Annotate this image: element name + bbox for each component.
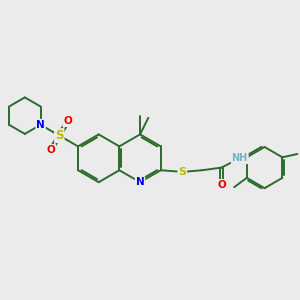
Text: O: O (217, 180, 226, 190)
Text: S: S (55, 129, 64, 142)
Text: O: O (63, 116, 72, 126)
Text: NH: NH (232, 153, 248, 163)
Text: S: S (178, 167, 186, 177)
Text: N: N (36, 120, 45, 130)
Text: O: O (46, 145, 56, 155)
Text: N: N (136, 177, 144, 187)
